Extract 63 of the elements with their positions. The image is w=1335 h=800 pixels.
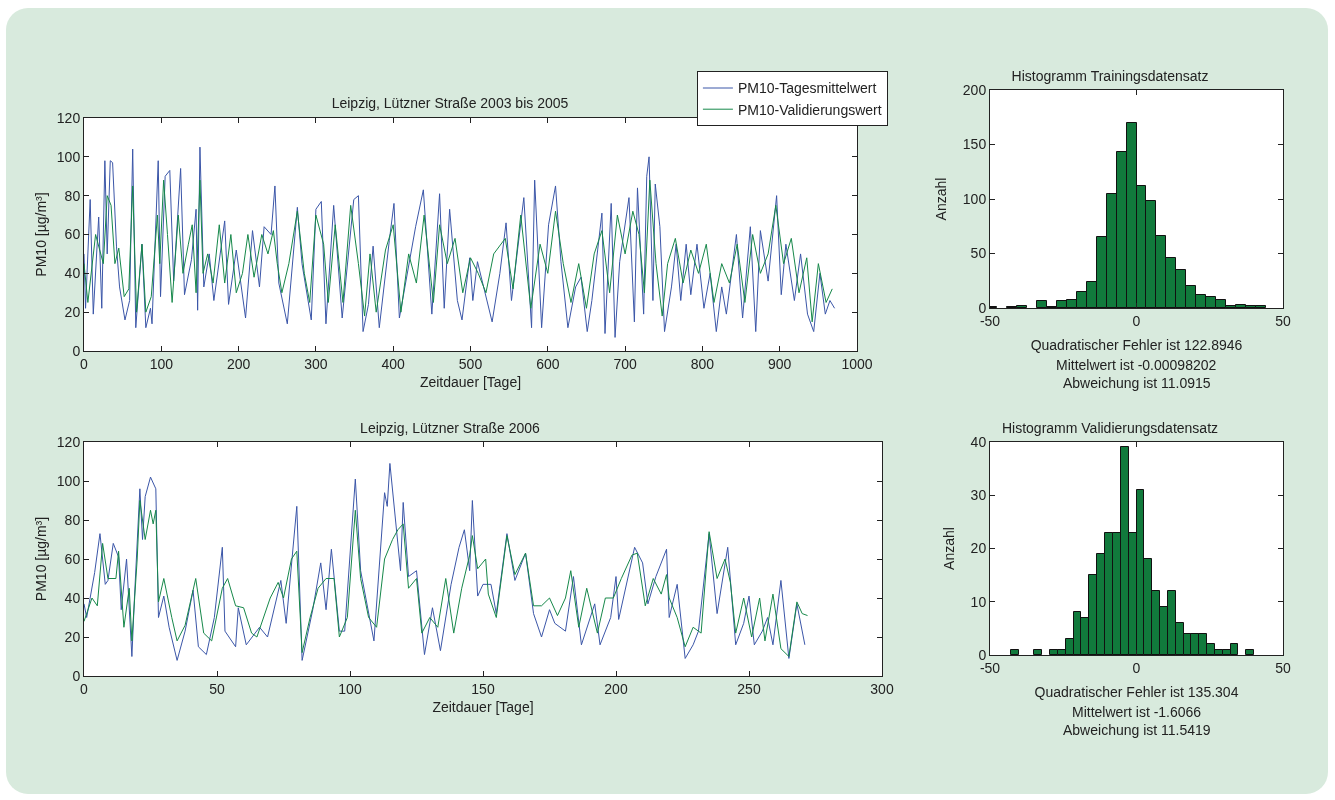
x-tick-label: 1000	[841, 355, 873, 372]
y-tick-label: 20	[64, 628, 81, 645]
y-tick-label: 40	[970, 433, 987, 450]
x-axis-title: Quadratischer Fehler ist 122.8946	[1030, 337, 1243, 354]
text: Abweichung ist 11.0915	[1063, 375, 1211, 391]
x-tick-label: 50	[1275, 312, 1291, 329]
x-tick-label: 300	[870, 680, 894, 697]
x-tick-label: 200	[604, 680, 628, 697]
y-tick-label: 20	[970, 540, 987, 557]
y-tick-label: 100	[56, 472, 81, 489]
y-tick-label: 120	[56, 433, 81, 450]
y-tick-label: 120	[56, 109, 81, 126]
x-axis-title: Zeitdauer [Tage]	[432, 699, 534, 716]
line-series	[84, 179, 833, 323]
text: Abweichung ist 11.5419	[1063, 722, 1211, 738]
y-tick-label: 60	[64, 550, 81, 567]
x-tick-label: 0	[1132, 659, 1141, 676]
y-tick-label: 60	[64, 226, 81, 243]
x-tick-label: 150	[471, 680, 495, 697]
y-tick-label: 10	[970, 593, 987, 610]
text: Mittelwert ist -0.00098202	[1056, 357, 1217, 373]
x-tick-label: 400	[381, 355, 406, 372]
line-series	[84, 146, 836, 338]
x-tick-label: 50	[209, 680, 225, 697]
y-axis-title: Anzahl	[941, 527, 958, 570]
y-axis-title: Anzahl	[933, 177, 950, 221]
y-tick-label: 40	[64, 265, 81, 282]
x-axis-title: Zeitdauer [Tage]	[419, 374, 522, 391]
x-tick-label: 100	[338, 680, 362, 697]
y-tick-label: 150	[962, 136, 987, 153]
x-tick-label: 600	[536, 355, 560, 372]
y-tick-label: 20	[64, 304, 81, 321]
x-tick-label: 100	[149, 355, 174, 372]
chart-title: Histogramm Validierungsdatensatz	[1001, 419, 1219, 436]
x-axis-title: Quadratischer Fehler ist 135.304	[1034, 684, 1239, 701]
y-tick-label: 200	[962, 81, 987, 98]
x-tick-label: 300	[304, 355, 328, 372]
x-tick-label: 700	[613, 355, 637, 372]
x-tick-label: 500	[458, 355, 483, 372]
text: Mittelwert ist -1.6066	[1072, 704, 1202, 720]
y-axis-title: PM10 [µg/m³]	[33, 192, 50, 277]
y-tick-label: 0	[72, 342, 81, 359]
x-tick-label: 800	[690, 355, 715, 372]
line-series	[84, 500, 809, 657]
y-tick-label: 100	[962, 190, 987, 207]
y-tick-label: 50	[970, 245, 987, 262]
legend-label: PM10-Tagesmittelwert	[737, 80, 877, 97]
y-tick-label: 30	[970, 487, 987, 504]
y-tick-label: 100	[56, 148, 81, 165]
legend-label: PM10-Validierungswert	[737, 101, 882, 118]
line-series	[84, 462, 806, 661]
x-tick-label: 50	[1275, 659, 1291, 676]
y-tick-label: 80	[64, 187, 81, 204]
y-tick-label: 80	[64, 511, 81, 528]
y-axis-title: PM10 [µg/m³]	[33, 516, 50, 602]
chart-title: Histogramm Trainingsdatensatz	[1011, 67, 1209, 84]
chart-title: Leipzig, Lützner Straße 2003 bis 2005	[331, 94, 569, 111]
x-tick-label: 900	[768, 355, 792, 372]
y-tick-label: 40	[64, 589, 81, 606]
x-tick-label: 250	[737, 680, 761, 697]
x-tick-label: 200	[226, 355, 251, 372]
chart-title: Leipzig, Lützner Straße 2006	[360, 419, 541, 436]
x-tick-label: 0	[1132, 312, 1141, 329]
